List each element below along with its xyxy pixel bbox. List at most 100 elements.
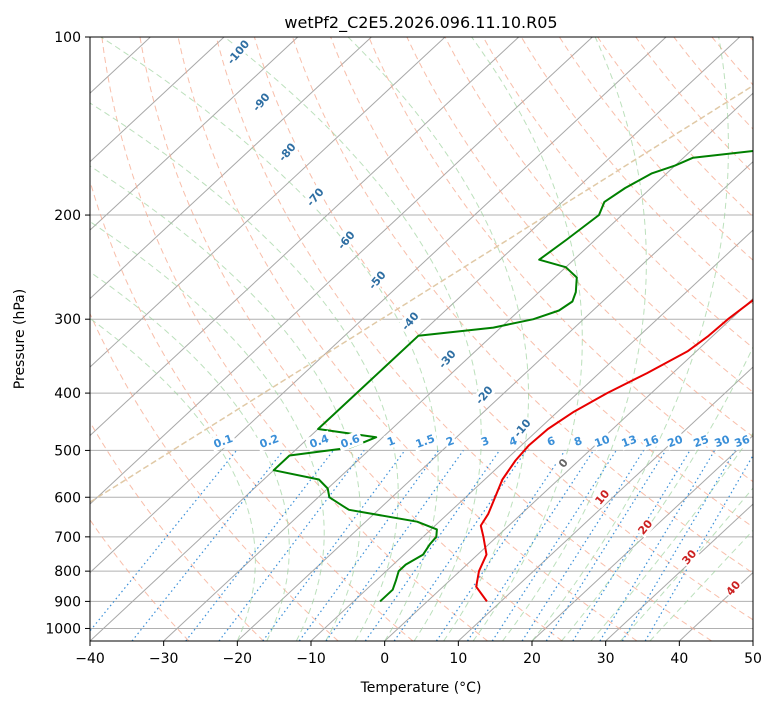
- mixing-ratio-label: 0.1: [209, 430, 237, 452]
- y-tick-label: 600: [54, 490, 81, 506]
- mixing-ratio-label: 10: [591, 431, 613, 451]
- dry-adiabat-line: [635, 37, 753, 174]
- mixing-ratio-label: 4: [505, 432, 521, 450]
- mixing-ratio-label: 30: [711, 431, 733, 451]
- moist-adiabat-line: [90, 271, 290, 641]
- svg-text:0.2: 0.2: [258, 432, 281, 451]
- y-tick-label: 900: [54, 594, 81, 610]
- dry-adiabat-line: [253, 37, 753, 621]
- svg-text:16: 16: [642, 433, 661, 451]
- moist-adiabat-line: [90, 102, 399, 641]
- svg-text:30: 30: [713, 433, 732, 451]
- moist-adiabat-line: [90, 317, 256, 641]
- mixing-ratio-line: [325, 450, 464, 641]
- isotherm-line: [90, 37, 520, 437]
- mixing-ratio-line: [467, 450, 595, 641]
- dry-adiabat-line: [406, 37, 753, 438]
- moist-adiabat-line: [100, 37, 439, 641]
- isotherm-line: [384, 297, 753, 641]
- mixing-ratio-label: 1.5: [411, 430, 439, 452]
- svg-text:13: 13: [620, 433, 639, 450]
- mixing-ratio-line: [131, 450, 284, 641]
- mixing-ratio-label: 36: [731, 431, 753, 451]
- x-axis: −40 −30 −20 −10 0 10 20 30 40 50: [75, 641, 762, 667]
- mixing-ratio-line: [521, 450, 645, 641]
- temperature-profile-line: [475, 298, 753, 602]
- moist-adiabat-line: [502, 37, 647, 641]
- dry-adiabat-line: [177, 37, 638, 641]
- moist-adiabat-line: [590, 432, 753, 641]
- x-tick-label: −10: [296, 651, 326, 667]
- mixing-ratio-label: 3: [477, 432, 493, 450]
- x-axis-label: Temperature (°C): [360, 680, 482, 696]
- mixing-ratio-label: 13: [618, 431, 640, 451]
- moist-adiabat-line: [90, 165, 361, 641]
- x-tick-label: −20: [223, 651, 253, 667]
- isotherm-line: [90, 37, 372, 300]
- x-tick-label: 20: [523, 651, 541, 667]
- svg-text:36: 36: [733, 433, 752, 451]
- dry-adiabat-line: [292, 37, 753, 574]
- y-tick-label: 400: [54, 386, 81, 402]
- y-tick-label: 500: [54, 443, 81, 459]
- x-tick-label: 50: [744, 651, 762, 667]
- dry-adiabat-line: [368, 37, 753, 483]
- x-tick-label: 30: [597, 651, 615, 667]
- mixing-ratio-label: 0.6: [336, 430, 364, 452]
- dry-adiabat-line: [101, 37, 488, 641]
- svg-text:20: 20: [666, 433, 685, 451]
- isotherm-line: [531, 434, 753, 641]
- isotherm-line: [90, 37, 299, 231]
- y-tick-label: 1000: [45, 621, 81, 637]
- y-tick-label: 700: [54, 530, 81, 546]
- moist-adiabat-line: [347, 37, 529, 641]
- mixing-ratio-line: [572, 450, 691, 641]
- mixing-ratio-label: 0.4: [305, 430, 333, 452]
- isotherm-line: [163, 92, 753, 641]
- y-tick-label: 200: [54, 208, 81, 224]
- svg-text:0.1: 0.1: [212, 432, 235, 451]
- mixing-ratio-line: [491, 450, 617, 641]
- svg-text:10: 10: [593, 433, 612, 451]
- svg-text:6: 6: [545, 434, 557, 449]
- x-tick-label: 10: [449, 651, 467, 667]
- dry-adiabat-line: [90, 519, 190, 641]
- svg-text:8: 8: [572, 434, 584, 449]
- series-layer: [272, 150, 753, 603]
- isotherm-line: [90, 37, 225, 163]
- mixing-ratio-line: [262, 450, 406, 641]
- y-tick-label: 100: [54, 30, 81, 46]
- svg-text:3: 3: [479, 434, 491, 449]
- x-tick-label: −40: [75, 651, 105, 667]
- x-tick-label: 40: [670, 651, 688, 667]
- x-tick-label: 0: [380, 651, 389, 667]
- isotherm-line: [236, 160, 753, 641]
- isotherm-line: [90, 37, 593, 505]
- dry-adiabat-line: [444, 37, 753, 393]
- dry-adiabat-line: [330, 37, 753, 528]
- dry-adiabat-line: [215, 37, 712, 641]
- y-axis: 1000 900 800 700 600 500 400 300 200 100: [45, 30, 90, 637]
- dry-adiabat-line: [520, 37, 753, 305]
- grid-layer: [90, 37, 753, 641]
- tan-reference-line: [90, 84, 753, 504]
- dry-adiabat-line: [139, 37, 563, 641]
- mixing-ratio-line: [545, 450, 667, 641]
- mixing-ratio-line: [621, 450, 736, 641]
- mixing-ratio-label: 1: [383, 432, 399, 450]
- svg-text:1: 1: [385, 434, 397, 449]
- dry-adiabat-line: [90, 312, 339, 641]
- mixing-ratio-label: 2: [442, 432, 458, 450]
- mixing-ratio-label: 25: [690, 431, 712, 451]
- moist-adiabat-line: [531, 37, 729, 641]
- moist-adiabat-line: [620, 487, 753, 641]
- svg-text:0.4: 0.4: [308, 432, 331, 451]
- mixing-ratio-line: [599, 450, 716, 641]
- svg-text:4: 4: [507, 434, 519, 449]
- y-tick-label: 800: [54, 564, 81, 580]
- mixing-ratio-label: 8: [570, 432, 586, 450]
- mixing-ratio-line: [90, 450, 238, 632]
- mixing-ratio-label: 20: [664, 431, 686, 451]
- mixing-ratio-line: [298, 450, 440, 641]
- mixing-ratio-line: [364, 450, 501, 641]
